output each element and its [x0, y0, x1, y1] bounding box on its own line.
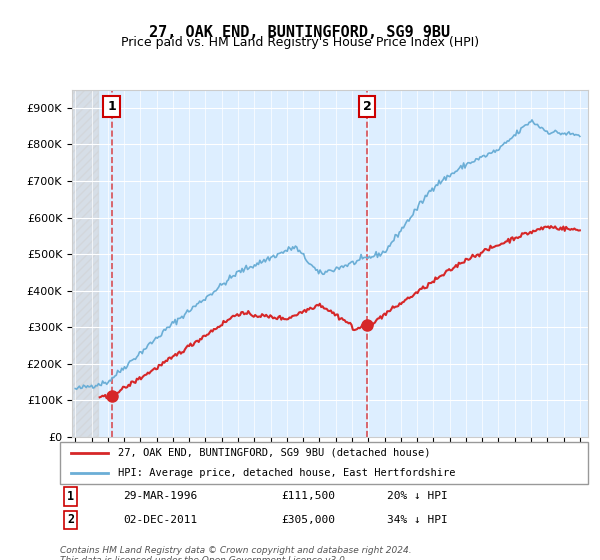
Text: 27, OAK END, BUNTINGFORD, SG9 9BU: 27, OAK END, BUNTINGFORD, SG9 9BU	[149, 25, 451, 40]
Text: £305,000: £305,000	[282, 515, 336, 525]
Text: 20% ↓ HPI: 20% ↓ HPI	[388, 491, 448, 501]
Text: 34% ↓ HPI: 34% ↓ HPI	[388, 515, 448, 525]
Text: 02-DEC-2011: 02-DEC-2011	[124, 515, 197, 525]
Text: 29-MAR-1996: 29-MAR-1996	[124, 491, 197, 501]
Text: 2: 2	[362, 100, 371, 113]
Text: 1: 1	[107, 100, 116, 113]
Text: £111,500: £111,500	[282, 491, 336, 501]
Text: 27, OAK END, BUNTINGFORD, SG9 9BU (detached house): 27, OAK END, BUNTINGFORD, SG9 9BU (detac…	[118, 448, 431, 458]
Text: Contains HM Land Registry data © Crown copyright and database right 2024.
This d: Contains HM Land Registry data © Crown c…	[60, 546, 412, 560]
Text: 2: 2	[67, 514, 74, 526]
Bar	[67, 90, 98, 437]
Text: HPI: Average price, detached house, East Hertfordshire: HPI: Average price, detached house, East…	[118, 468, 455, 478]
Text: 1: 1	[67, 490, 74, 503]
FancyBboxPatch shape	[60, 442, 588, 484]
Text: Price paid vs. HM Land Registry's House Price Index (HPI): Price paid vs. HM Land Registry's House …	[121, 36, 479, 49]
